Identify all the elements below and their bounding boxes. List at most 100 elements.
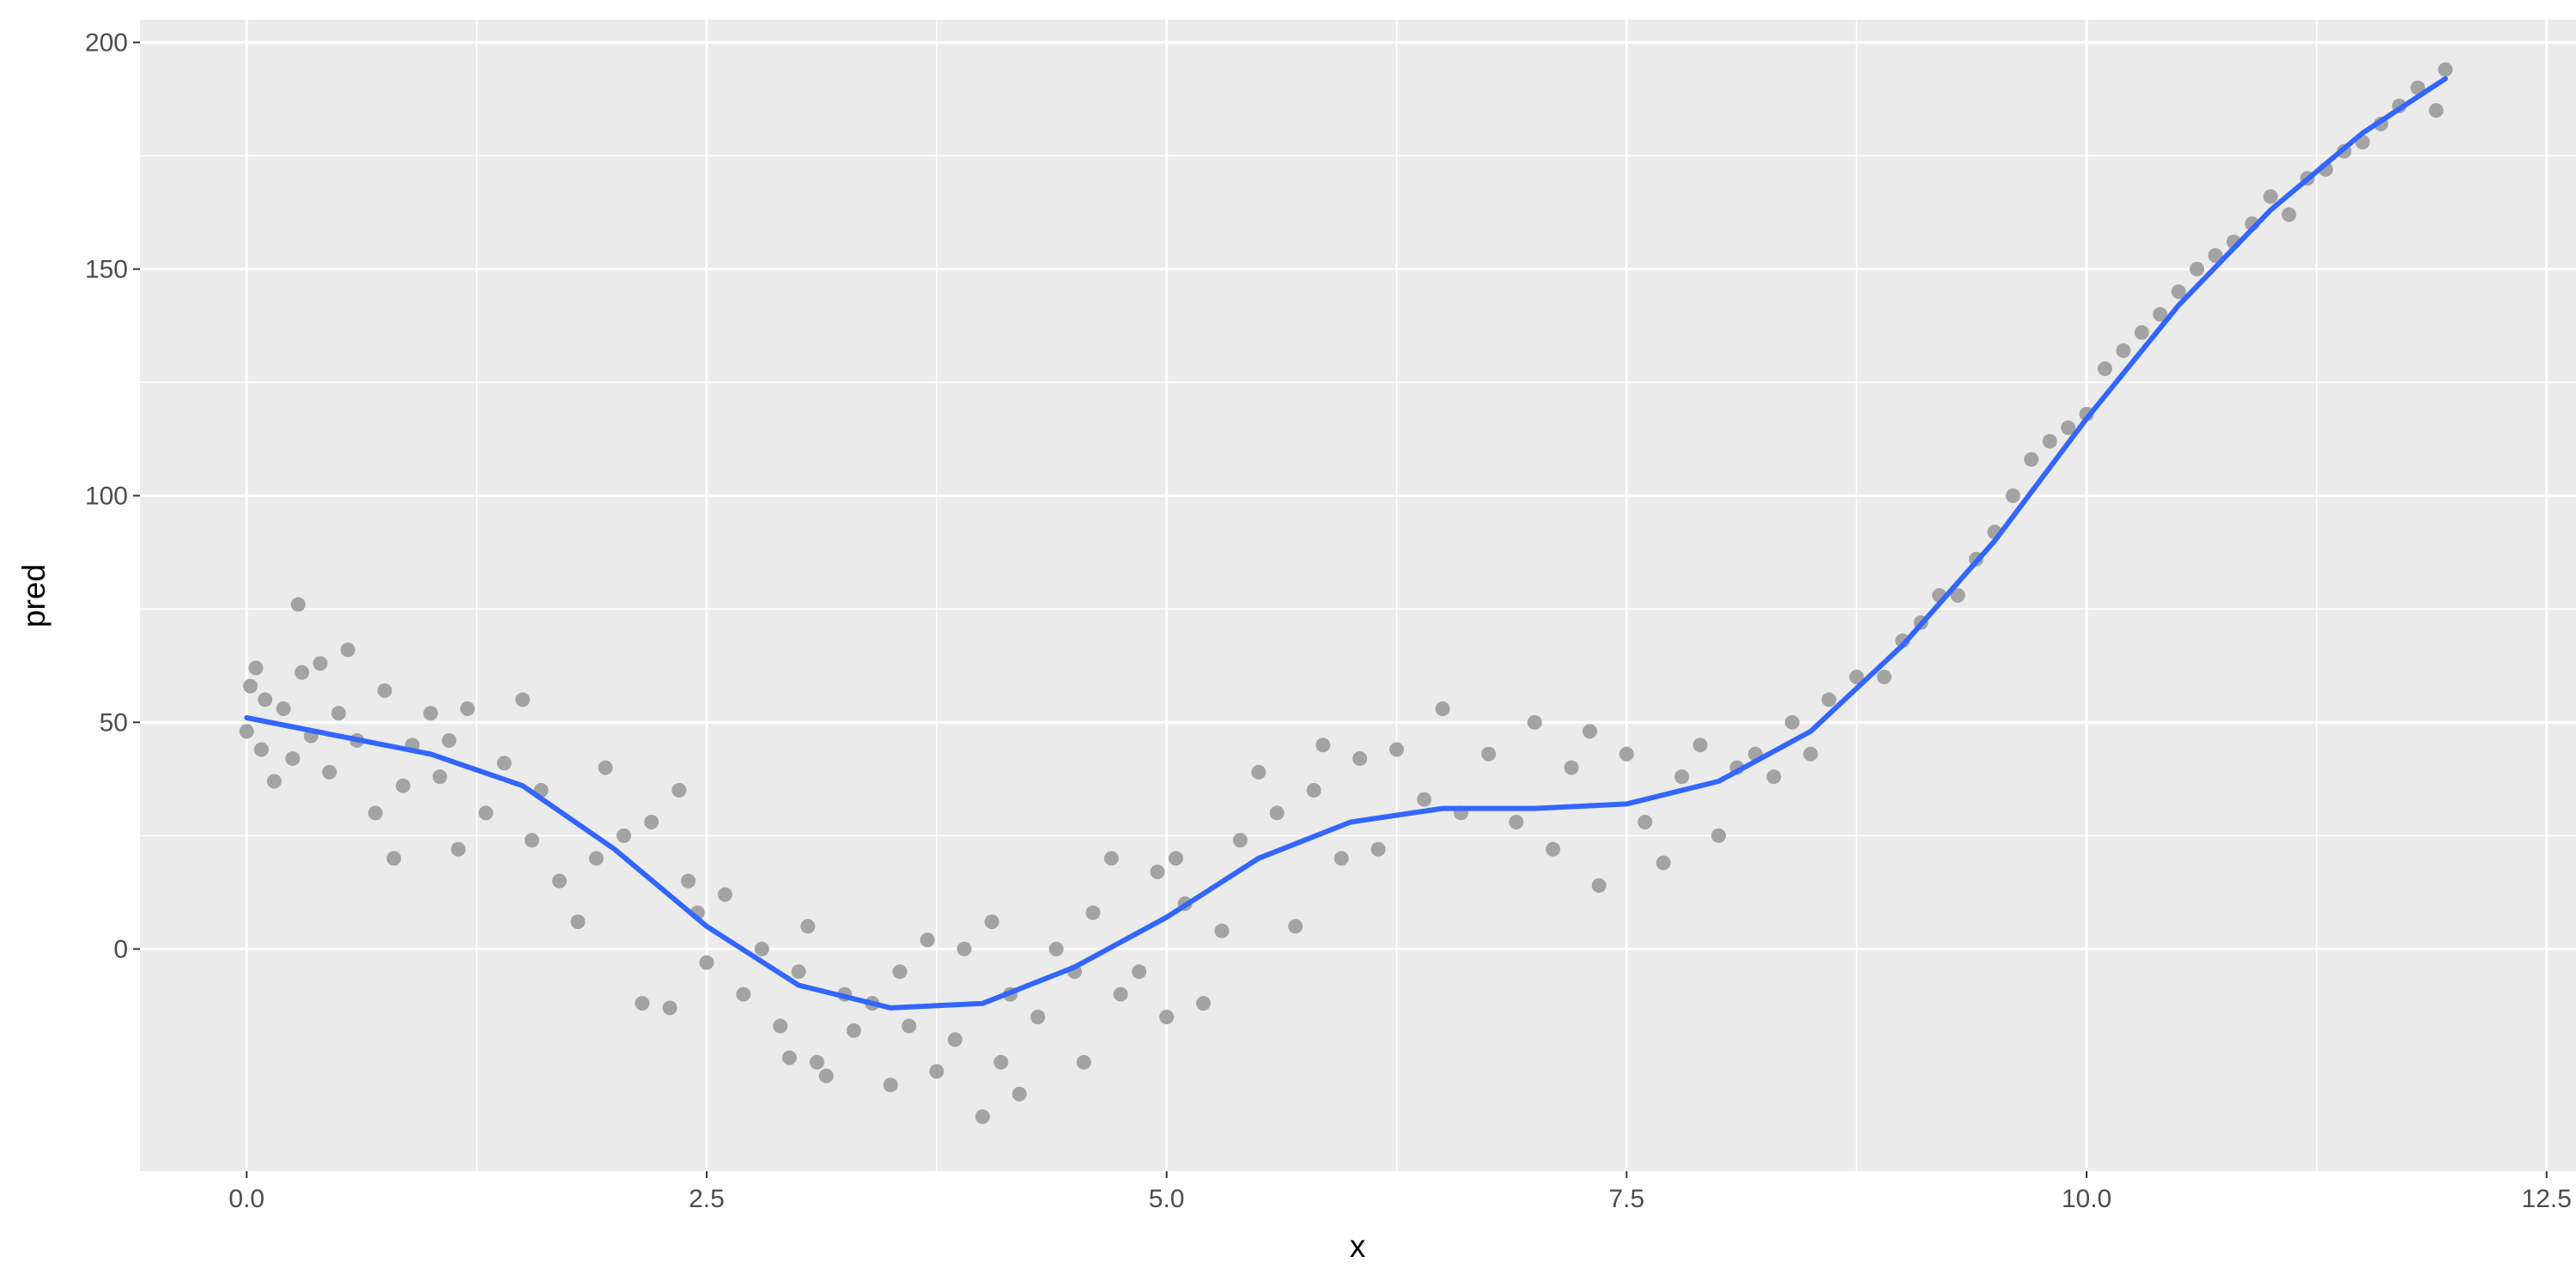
point xyxy=(773,1018,788,1034)
point xyxy=(1582,724,1597,739)
x-axis-title: x xyxy=(1350,1229,1366,1264)
point xyxy=(1150,865,1165,880)
point xyxy=(2208,248,2223,264)
point xyxy=(1269,805,1285,821)
point xyxy=(1674,769,1690,785)
point xyxy=(459,701,475,716)
point xyxy=(1288,919,1303,934)
point xyxy=(993,1054,1009,1070)
point xyxy=(883,1078,898,1093)
point xyxy=(920,932,935,948)
point xyxy=(598,760,613,775)
point xyxy=(1251,764,1267,780)
point xyxy=(1315,738,1331,753)
point xyxy=(1564,760,1579,775)
point xyxy=(1012,1086,1027,1102)
point xyxy=(285,751,301,767)
point xyxy=(1214,923,1230,938)
point xyxy=(368,805,383,821)
point xyxy=(1132,964,1147,980)
point xyxy=(1766,769,1782,785)
point xyxy=(432,769,447,785)
point xyxy=(331,706,346,721)
point xyxy=(1306,783,1321,798)
point xyxy=(1334,851,1349,866)
point xyxy=(929,1064,945,1079)
point xyxy=(1103,851,1119,866)
point xyxy=(377,683,392,698)
point xyxy=(791,964,806,980)
point xyxy=(243,678,258,694)
point xyxy=(644,814,659,829)
point xyxy=(736,986,751,1002)
point xyxy=(588,851,604,866)
point xyxy=(984,914,999,930)
point xyxy=(957,941,972,956)
point xyxy=(1388,742,1404,757)
y-axis-title: pred xyxy=(16,564,52,628)
point xyxy=(2024,452,2039,467)
y-tick-label: 50 xyxy=(100,708,128,737)
point xyxy=(313,656,328,671)
x-tick-label: 7.5 xyxy=(1608,1185,1644,1213)
point xyxy=(2116,343,2131,358)
point xyxy=(290,597,306,612)
point xyxy=(1784,714,1800,730)
point xyxy=(478,805,494,821)
point xyxy=(2263,189,2278,204)
point xyxy=(2097,361,2112,377)
point xyxy=(681,873,696,889)
x-tick-label: 5.0 xyxy=(1149,1185,1185,1213)
point xyxy=(395,778,410,793)
point xyxy=(800,919,816,934)
point xyxy=(1196,996,1212,1011)
y-tick-label: 100 xyxy=(85,482,128,510)
y-tick-label: 0 xyxy=(113,935,128,963)
point xyxy=(975,1109,990,1125)
point xyxy=(386,851,402,866)
point xyxy=(671,783,687,798)
point xyxy=(1159,1009,1175,1024)
point xyxy=(552,873,568,889)
point xyxy=(496,756,512,771)
point xyxy=(322,764,337,780)
point xyxy=(1076,1054,1091,1070)
point xyxy=(258,692,273,707)
point xyxy=(515,692,531,707)
point xyxy=(2171,284,2186,300)
point xyxy=(818,1068,834,1084)
point xyxy=(1637,814,1653,829)
point xyxy=(902,1018,917,1034)
point xyxy=(1821,692,1837,707)
point xyxy=(340,642,355,658)
point xyxy=(451,841,466,857)
point xyxy=(1849,670,1864,685)
point xyxy=(1481,746,1497,762)
panel-background xyxy=(140,20,2576,1171)
point xyxy=(717,887,732,902)
point xyxy=(1085,905,1101,920)
x-tick-label: 12.5 xyxy=(2522,1185,2572,1213)
point xyxy=(635,996,650,1011)
point xyxy=(2134,325,2149,340)
point xyxy=(754,941,769,956)
point xyxy=(1509,814,1524,829)
point xyxy=(1168,851,1183,866)
y-tick-label: 150 xyxy=(85,255,128,283)
point xyxy=(570,914,586,930)
point xyxy=(1692,738,1708,753)
point xyxy=(1619,746,1634,762)
point xyxy=(248,660,264,676)
point xyxy=(253,742,269,757)
point xyxy=(524,833,539,848)
point xyxy=(699,955,714,970)
smooth-line xyxy=(244,76,2448,1011)
point xyxy=(1803,746,1819,762)
point xyxy=(947,1032,963,1047)
point xyxy=(1435,701,1450,716)
point xyxy=(1352,751,1368,767)
point xyxy=(423,706,439,721)
point xyxy=(1048,941,1064,956)
point xyxy=(2281,207,2297,222)
